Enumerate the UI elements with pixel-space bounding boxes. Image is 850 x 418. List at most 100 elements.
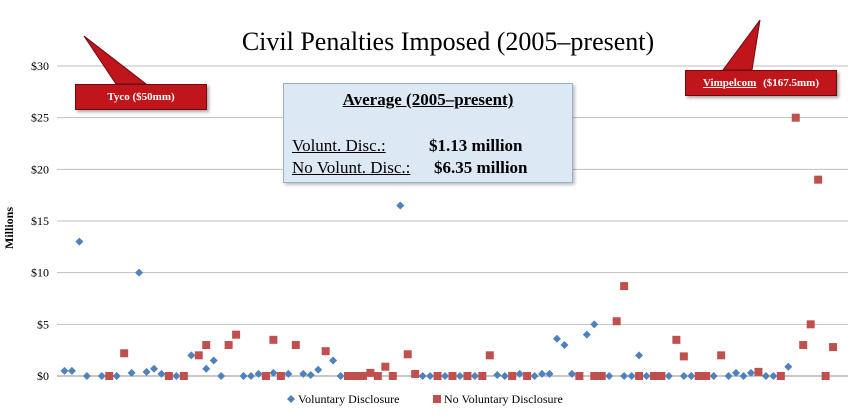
point-voluntary (732, 368, 741, 377)
point-no-voluntary (381, 362, 390, 371)
point-voluntary (209, 356, 218, 365)
point-no-voluntary (806, 320, 815, 329)
point-voluntary (135, 268, 144, 277)
point-voluntary (150, 364, 159, 373)
point-voluntary (187, 351, 196, 360)
point-voluntary (582, 330, 591, 339)
point-no-voluntary (388, 372, 397, 380)
point-no-voluntary (358, 372, 367, 380)
legend-label-voluntary: Voluntary Disclosure (298, 392, 399, 406)
point-voluntary (679, 372, 688, 380)
average-value-voluntary: $1.13 million (429, 136, 523, 155)
point-voluntary (455, 372, 464, 380)
point-no-voluntary (448, 372, 457, 380)
point-voluntary (552, 334, 561, 343)
point-voluntary (590, 320, 599, 329)
point-no-voluntary (635, 372, 644, 380)
point-voluntary (396, 201, 405, 210)
point-voluntary (172, 372, 181, 380)
point-no-voluntary (620, 282, 629, 291)
y-tick-label: $20 (31, 162, 49, 176)
point-no-voluntary (202, 341, 211, 349)
point-no-voluntary (366, 368, 375, 377)
point-voluntary (157, 369, 166, 378)
point-no-voluntary (485, 351, 494, 360)
point-voluntary (75, 237, 84, 246)
legend-label-no-voluntary: No Voluntary Disclosure (444, 392, 563, 406)
point-no-voluntary (344, 372, 353, 380)
point-voluntary (739, 372, 748, 380)
point-no-voluntary (232, 330, 241, 339)
point-voluntary (269, 368, 278, 377)
y-tick-label: $0 (37, 369, 49, 383)
point-voluntary (746, 368, 755, 377)
point-no-voluntary (105, 372, 114, 380)
point-voluntary (627, 372, 636, 380)
point-no-voluntary (508, 372, 517, 380)
data-points (60, 113, 838, 380)
point-no-voluntary (433, 372, 442, 380)
point-voluntary (127, 368, 136, 377)
point-no-voluntary (702, 372, 711, 380)
point-voluntary (336, 372, 345, 380)
point-voluntary (515, 369, 524, 378)
point-no-voluntary (373, 372, 382, 380)
point-voluntary (724, 372, 733, 380)
point-voluntary (306, 370, 315, 379)
point-no-voluntary (276, 372, 285, 380)
legend: Voluntary Disclosure No Voluntary Disclo… (287, 392, 563, 406)
point-voluntary (329, 356, 338, 365)
point-voluntary (314, 365, 323, 374)
point-no-voluntary (269, 335, 278, 344)
average-label-no-voluntary: No Volunt. Disc.: (292, 158, 411, 177)
tyco-callout-pointer (83, 35, 148, 85)
point-no-voluntary (194, 351, 203, 360)
point-no-voluntary (597, 372, 606, 380)
point-no-voluntary (291, 341, 300, 349)
point-voluntary (470, 372, 479, 380)
point-voluntary (60, 366, 69, 375)
tyco-callout-text: Tyco ($50mm) (107, 91, 175, 103)
point-no-voluntary (411, 369, 420, 378)
point-voluntary (784, 362, 793, 371)
point-no-voluntary (321, 347, 330, 356)
average-label-voluntary: Volunt. Disc.: (292, 136, 386, 155)
y-axis-label: Millions (2, 207, 16, 249)
point-no-voluntary (672, 335, 681, 344)
average-row-no-voluntary: No Volunt. Disc.: $6.35 million (292, 158, 528, 178)
point-voluntary (538, 369, 547, 378)
point-voluntary (239, 372, 248, 380)
point-no-voluntary (179, 372, 188, 380)
point-voluntary (82, 372, 91, 380)
point-no-voluntary (612, 317, 621, 326)
point-no-voluntary (791, 113, 800, 122)
point-voluntary (620, 372, 629, 380)
average-box: Average (2005–present) Volunt. Disc.: $1… (283, 83, 573, 183)
chart-title: Civil Penalties Imposed (2005–present) (242, 27, 654, 56)
tyco-callout: Tyco ($50mm) (75, 84, 207, 110)
y-tick-label: $15 (31, 214, 49, 228)
point-voluntary (441, 372, 450, 380)
point-voluntary (67, 366, 76, 375)
vimpelcom-callout-pointer (722, 19, 761, 71)
point-voluntary (97, 372, 106, 380)
y-tick-labels: $0 $5 $10 $15 $20 $25 $30 (31, 59, 49, 383)
point-no-voluntary (351, 372, 360, 380)
point-no-voluntary (657, 372, 666, 380)
point-no-voluntary (679, 352, 688, 361)
average-box-title: Average (2005–present) (342, 90, 514, 109)
point-no-voluntary (261, 372, 270, 380)
average-value-no-voluntary: $6.35 million (434, 158, 528, 177)
point-no-voluntary (575, 372, 584, 380)
point-no-voluntary (224, 341, 233, 349)
point-no-voluntary (164, 372, 173, 380)
point-voluntary (709, 372, 718, 380)
point-voluntary (500, 372, 509, 380)
point-voluntary (545, 369, 554, 378)
vimpelcom-callout-name: Vimpelcom (702, 77, 757, 89)
point-no-voluntary (649, 372, 658, 380)
point-voluntary (769, 372, 778, 380)
point-voluntary (530, 372, 539, 380)
point-voluntary (687, 372, 696, 380)
